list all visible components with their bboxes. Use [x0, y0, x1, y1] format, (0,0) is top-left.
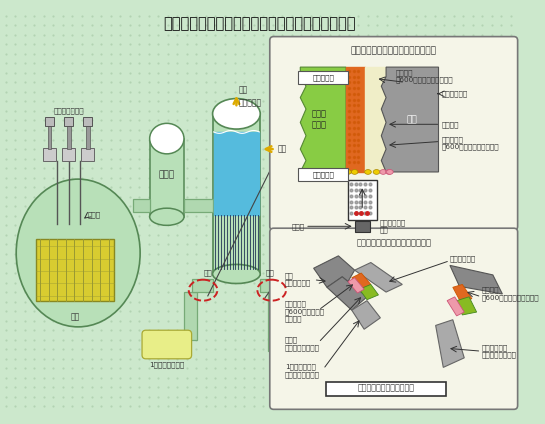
- Bar: [86, 124, 89, 149]
- Text: ＜超音波ショットビーニング工事＞: ＜超音波ショットビーニング工事＞: [350, 46, 437, 56]
- Ellipse shape: [380, 170, 386, 174]
- Bar: [132, 199, 150, 212]
- Ellipse shape: [344, 170, 352, 174]
- Text: ステンレス鋼: ステンレス鋼: [441, 90, 468, 97]
- Polygon shape: [352, 301, 380, 329]
- Bar: [298, 71, 348, 84]
- Bar: [213, 114, 261, 275]
- Text: 燃料: 燃料: [71, 312, 80, 321]
- Polygon shape: [382, 67, 439, 172]
- Bar: [64, 117, 74, 126]
- Ellipse shape: [16, 179, 140, 327]
- Polygon shape: [450, 265, 502, 294]
- Text: 1次冷却材配管
（ステンレス鋼）: 1次冷却材配管 （ステンレス鋼）: [285, 363, 320, 378]
- Bar: [184, 199, 213, 212]
- Polygon shape: [457, 297, 477, 315]
- Text: セーフエンド
（ステンレス鋼）: セーフエンド （ステンレス鋼）: [481, 344, 517, 358]
- Text: セーフ
エンド: セーフ エンド: [312, 110, 327, 129]
- Ellipse shape: [150, 123, 184, 154]
- Bar: [36, 239, 114, 301]
- Bar: [214, 132, 259, 215]
- Ellipse shape: [337, 170, 344, 174]
- Bar: [150, 139, 184, 217]
- Text: 制御棒駆動装置: 制御棒駆動装置: [53, 107, 84, 114]
- Text: 給水: 給水: [277, 145, 287, 153]
- Polygon shape: [453, 285, 472, 301]
- Text: 1次冷却材ポンプ: 1次冷却材ポンプ: [149, 362, 184, 368]
- Text: 超音波による
振動: 超音波による 振動: [379, 219, 405, 233]
- Text: 制御棒: 制御棒: [88, 212, 101, 218]
- Polygon shape: [355, 262, 402, 292]
- Polygon shape: [447, 297, 464, 316]
- Text: 配管内面側: 配管内面側: [312, 172, 334, 178]
- Text: 周溶接部
（600系ニッケル基合金）: 周溶接部 （600系ニッケル基合金）: [396, 69, 453, 83]
- Polygon shape: [313, 256, 355, 287]
- Bar: [268, 338, 306, 351]
- Text: 渦流探傷検査範囲（円周）: 渦流探傷検査範囲（円周）: [358, 384, 415, 393]
- FancyBboxPatch shape: [270, 36, 518, 230]
- Text: 溶接部
（ステンレス鋼）: 溶接部 （ステンレス鋼）: [285, 337, 320, 351]
- Bar: [298, 168, 348, 181]
- Ellipse shape: [386, 170, 392, 174]
- Polygon shape: [300, 67, 346, 172]
- Polygon shape: [352, 273, 371, 289]
- Bar: [261, 279, 281, 292]
- Bar: [81, 148, 94, 162]
- Text: 工事範囲: 工事範囲: [441, 121, 459, 128]
- Ellipse shape: [365, 170, 371, 174]
- Text: 蒸気: 蒸気: [238, 86, 247, 95]
- Bar: [346, 67, 365, 172]
- Bar: [83, 117, 93, 126]
- Ellipse shape: [386, 170, 393, 174]
- Text: 管台: 管台: [407, 115, 417, 124]
- FancyBboxPatch shape: [142, 330, 192, 359]
- Text: 蒸気発生器: 蒸気発生器: [238, 99, 262, 108]
- Text: 振動子: 振動子: [292, 223, 305, 230]
- Text: 加圧器: 加圧器: [159, 170, 175, 179]
- Bar: [348, 180, 377, 220]
- Text: ＜蒸気発生器出入口管台構造図＞: ＜蒸気発生器出入口管台構造図＞: [356, 238, 431, 247]
- Text: 出口: 出口: [265, 269, 274, 276]
- Bar: [47, 124, 51, 149]
- Bar: [43, 148, 56, 162]
- Bar: [45, 117, 55, 126]
- Polygon shape: [435, 320, 464, 367]
- Text: ステンレス鋼: ステンレス鋼: [450, 255, 476, 262]
- Bar: [62, 148, 75, 162]
- Bar: [326, 382, 446, 396]
- Ellipse shape: [213, 98, 261, 129]
- Text: 入口: 入口: [203, 269, 212, 276]
- Text: 肉盛溶接部
（600系ニッケル
基合金）: 肉盛溶接部 （600系ニッケル 基合金）: [285, 301, 325, 323]
- Text: 配管外面側: 配管外面側: [312, 74, 334, 81]
- Polygon shape: [348, 278, 364, 293]
- Bar: [184, 292, 197, 340]
- FancyBboxPatch shape: [270, 228, 518, 409]
- Ellipse shape: [150, 208, 184, 225]
- Text: 肉盛溶接部
（600系ニッケル基合金）: 肉盛溶接部 （600系ニッケル基合金）: [441, 136, 499, 151]
- Ellipse shape: [373, 170, 380, 174]
- Polygon shape: [359, 285, 378, 300]
- Text: 管台
（低合金鋼）: 管台 （低合金鋼）: [285, 272, 311, 286]
- Ellipse shape: [352, 170, 358, 174]
- Ellipse shape: [213, 265, 261, 284]
- Bar: [66, 124, 70, 149]
- Bar: [268, 292, 281, 340]
- Text: 周溶接部
（600系ニッケル基合金）: 周溶接部 （600系ニッケル基合金）: [481, 287, 539, 301]
- Ellipse shape: [342, 170, 348, 174]
- Bar: [355, 220, 370, 232]
- Polygon shape: [327, 277, 367, 310]
- Bar: [365, 67, 386, 172]
- Bar: [146, 338, 184, 351]
- Bar: [192, 279, 213, 292]
- Text: 蒸気発生器出入口管台の溶接部の点検工事概要図: 蒸気発生器出入口管台の溶接部の点検工事概要図: [163, 16, 355, 31]
